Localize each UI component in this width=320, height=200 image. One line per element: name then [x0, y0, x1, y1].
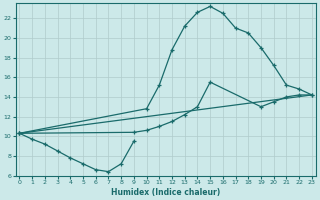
X-axis label: Humidex (Indice chaleur): Humidex (Indice chaleur)	[111, 188, 220, 197]
